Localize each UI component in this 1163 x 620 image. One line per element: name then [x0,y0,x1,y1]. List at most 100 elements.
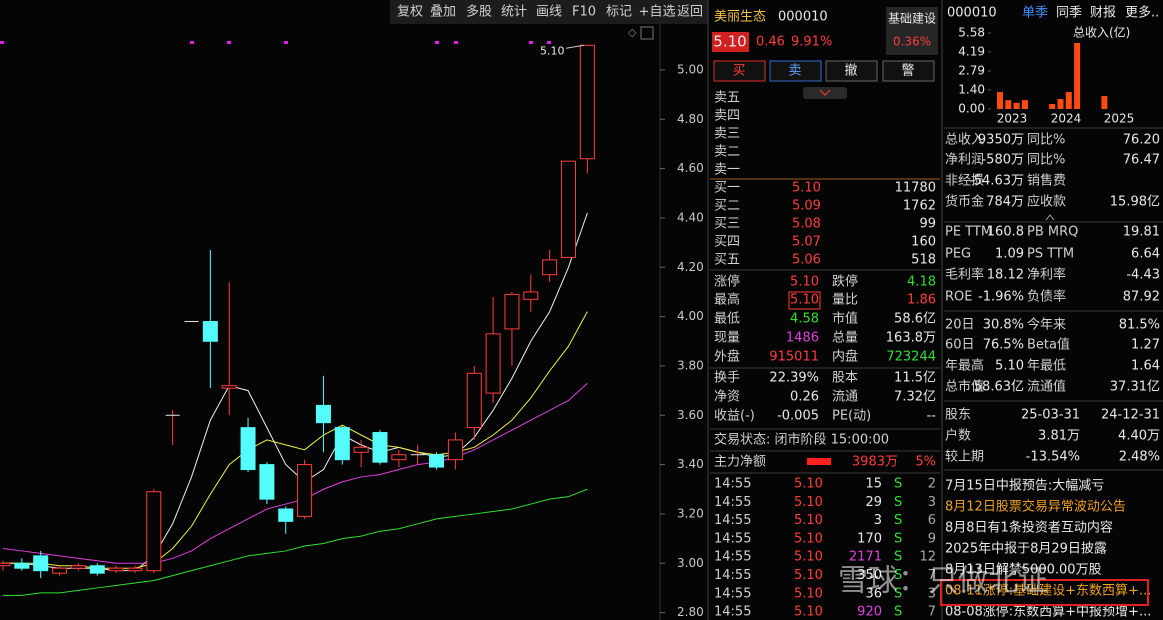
candle-body [542,259,558,276]
trade-volume: 920 [857,605,882,620]
news-item[interactable]: 8月13日解禁5000.00万股 [945,563,1102,578]
bar [1005,100,1012,109]
trade-side: S [894,531,902,546]
toolbar-button[interactable]: 多股 [466,4,492,20]
watermark: 雪球：只做北证 [838,564,1048,599]
trade-price: 5.10 [794,586,823,601]
moving-average [2,382,588,564]
fund-label: 货币金 [945,194,984,210]
toolbar-button[interactable]: +自选 [639,5,676,20]
bid-price: 5.07 [792,235,821,250]
tab[interactable]: 财报 [1090,6,1116,21]
fund-value: -54.63万 [969,174,1024,189]
toolbar-button[interactable]: 统计 [501,5,527,20]
stat-value: 11.5亿 [894,371,936,386]
toolbar-button[interactable]: 画线 [536,5,562,20]
fund-label: 非经损 [945,174,984,189]
fund-value: 9350万 [978,133,1024,148]
fund-value: 1.09 [995,247,1024,262]
trade-price: 5.10 [794,550,823,565]
icon[interactable]: ◇ [628,26,637,39]
sector-box[interactable] [886,7,938,55]
candle-body [146,491,162,572]
icon[interactable] [640,26,654,40]
candle-body [240,427,256,471]
y-tick-label: 3.40 [677,457,704,471]
candle-body [315,404,331,424]
fund-label: 负债率 [1027,289,1066,305]
fund-label: PS TTM [1027,247,1074,262]
fund-value: 1.27 [1131,338,1160,353]
trade-count: 9 [928,531,936,546]
caret [1045,214,1055,221]
candle-body [259,464,275,500]
news-item[interactable]: 08-11涨停:基础建设+东数西算+... [945,583,1151,599]
y-tick-label: 3.80 [677,358,704,372]
chevron[interactable] [819,89,831,96]
toolbar-button[interactable]: F10 [572,5,596,20]
stat-label: 市值 [832,311,858,327]
stat-value: 22.39% [769,371,819,386]
bar [1013,102,1020,109]
y-tick-label: 2.79 [958,64,985,78]
bar [1074,42,1081,109]
max-price-label: 5.10 [540,44,565,57]
fund-label: 同比% [1027,153,1065,168]
stat-label: PE(动) [832,409,871,424]
fund-value: 1.64 [1131,359,1160,374]
trade-side: S [894,495,902,510]
bid-volume: 160 [911,235,936,250]
fund-label: 流通值 [1027,379,1066,395]
tab[interactable]: 同季 [1056,6,1082,21]
toolbar-button[interactable]: 返回 [677,5,703,20]
action-button[interactable] [713,60,766,82]
action-button[interactable] [769,60,822,82]
main-flow-label: 主力净额 [714,455,766,470]
action-button[interactable] [825,60,878,82]
moving-average [3,488,588,596]
news-item[interactable]: 8月12日股票交易异常波动公告 [945,499,1126,515]
trade-price: 5.10 [794,531,823,546]
trade-volume: 170 [857,531,882,546]
stat-label: 流通 [832,390,858,405]
bar [1101,96,1108,109]
fund-value: 76.47 [1123,153,1160,168]
toolbar-button[interactable]: 标记 [606,5,632,20]
action-label[interactable]: 警 [901,63,914,79]
stat-value: 4.18 [907,275,936,290]
news-item[interactable]: 08-08涨停:东数西算+中报预增+... [945,604,1151,620]
action-button[interactable] [882,60,935,82]
tab[interactable]: 单季 [1022,6,1048,21]
holder-label: 股东 [945,408,971,423]
fund-value: 15.98亿 [1110,195,1160,210]
action-label[interactable]: 卖 [788,64,801,79]
action-label[interactable]: 买 [732,64,745,79]
toolbar-button[interactable]: 叠加 [430,5,456,20]
candle-body [33,555,49,572]
candle-body [391,454,407,461]
highlight-box [788,291,821,310]
x-tick-label: 2025 [1104,112,1135,126]
fund-label: PEG [945,247,971,262]
trade-volume: 36 [865,586,882,601]
news-item[interactable]: 8月8日有1条投资者互动内容 [945,520,1113,536]
candle-body [561,160,576,258]
fund-label: PB MRQ [1027,225,1078,240]
trade-side: S [894,568,902,583]
sector-name: 基础建设 [888,12,936,26]
ask-label: 卖二 [714,145,740,160]
fund-label: 净利率 [1027,267,1066,283]
y-tick-label: 4.80 [677,112,704,126]
news-item[interactable]: 7月15日中报预告:大幅减亏 [945,479,1104,494]
candle-body [372,432,388,463]
news-item[interactable]: 2025年中报于8月29日披露 [945,542,1107,557]
expand-button[interactable] [803,87,847,99]
stat-value: 1486 [786,331,819,346]
toolbar-button[interactable]: 复权 [397,4,423,20]
stock-code: 000010 [778,10,828,25]
fund-label: 总市值 [945,379,984,395]
action-label[interactable]: 撤 [844,63,857,79]
stat-value: 5.10 [790,275,819,290]
trade-volume: 15 [865,477,882,492]
tab[interactable]: 更多.. [1125,5,1159,21]
